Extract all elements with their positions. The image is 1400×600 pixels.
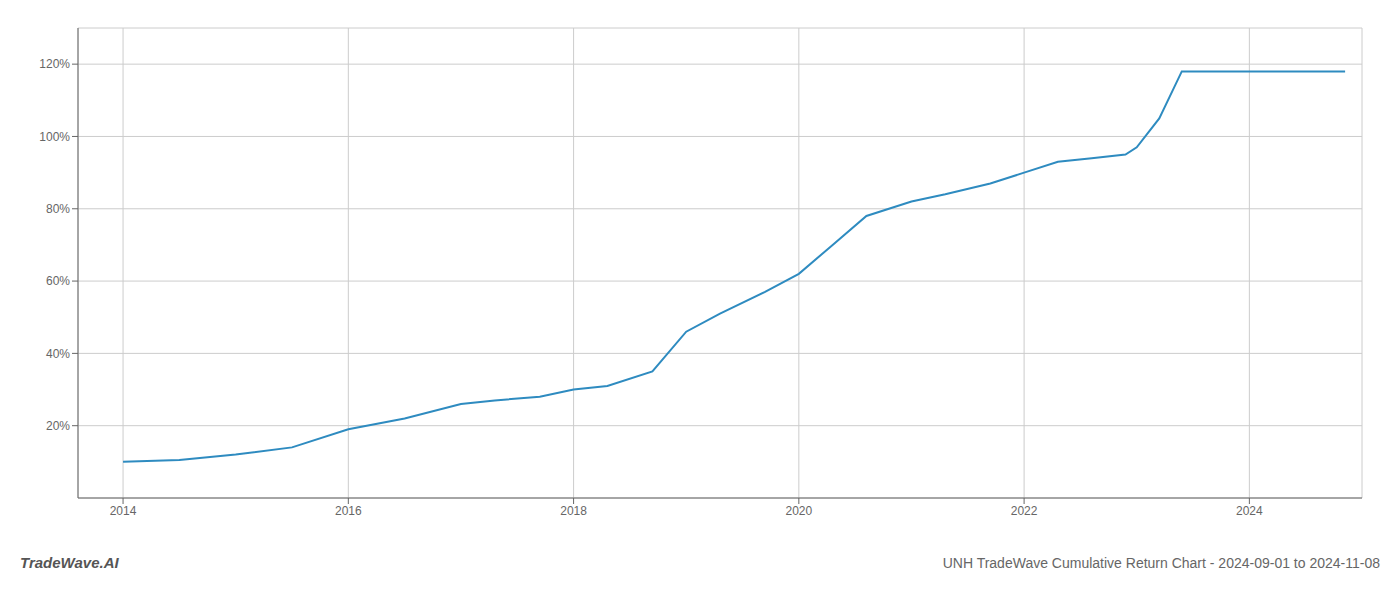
html-text:TradeWave.AI: TradeWave.AI — [20, 554, 119, 571]
html-text:UNH TradeWave Cumulative Retur: UNH TradeWave Cumulative Return Chart - … — [942, 555, 1380, 571]
svg-text:2022: 2022 — [1011, 504, 1038, 518]
svg-text:60%: 60% — [46, 274, 70, 288]
svg-text:2024: 2024 — [1236, 504, 1263, 518]
svg-text:100%: 100% — [39, 130, 70, 144]
svg-text:80%: 80% — [46, 202, 70, 216]
svg-text:2016: 2016 — [335, 504, 362, 518]
svg-text:2018: 2018 — [560, 504, 587, 518]
svg-text:2014: 2014 — [110, 504, 137, 518]
svg-text:20%: 20% — [46, 419, 70, 433]
svg-text:2020: 2020 — [785, 504, 812, 518]
svg-text:120%: 120% — [39, 57, 70, 71]
svg-text:40%: 40% — [46, 347, 70, 361]
